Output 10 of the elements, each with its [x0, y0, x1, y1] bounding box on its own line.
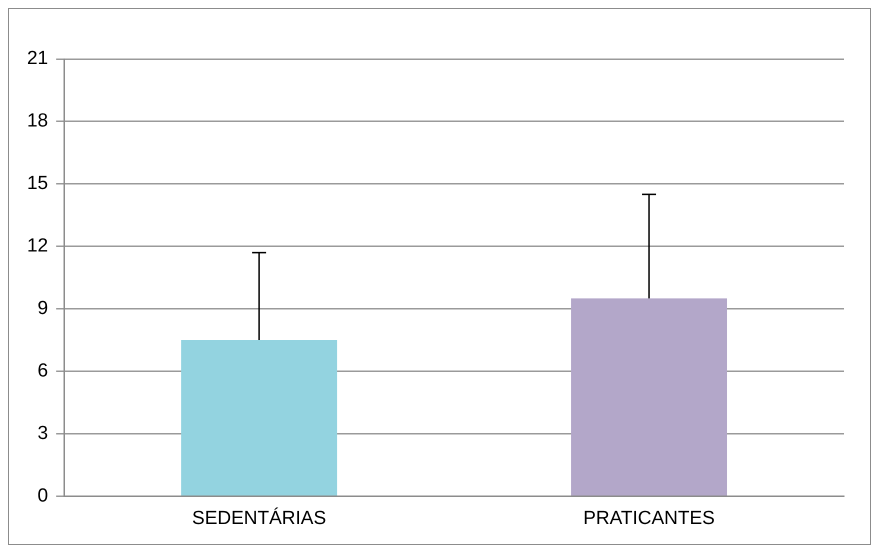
- y-tick-label: 3: [38, 422, 48, 444]
- y-tick-label: 15: [26, 173, 48, 194]
- y-tick-label: 6: [38, 360, 48, 382]
- y-tick-label: 18: [26, 110, 48, 132]
- x-tick-label: PRATICANTES: [583, 508, 715, 529]
- y-tick-label: 21: [26, 48, 48, 70]
- y-tick-label: 12: [26, 236, 48, 257]
- y-tick-label: 9: [38, 298, 48, 320]
- x-tick-label: SEDENTÁRIAS: [192, 506, 326, 529]
- y-tick-label: 0: [38, 485, 48, 506]
